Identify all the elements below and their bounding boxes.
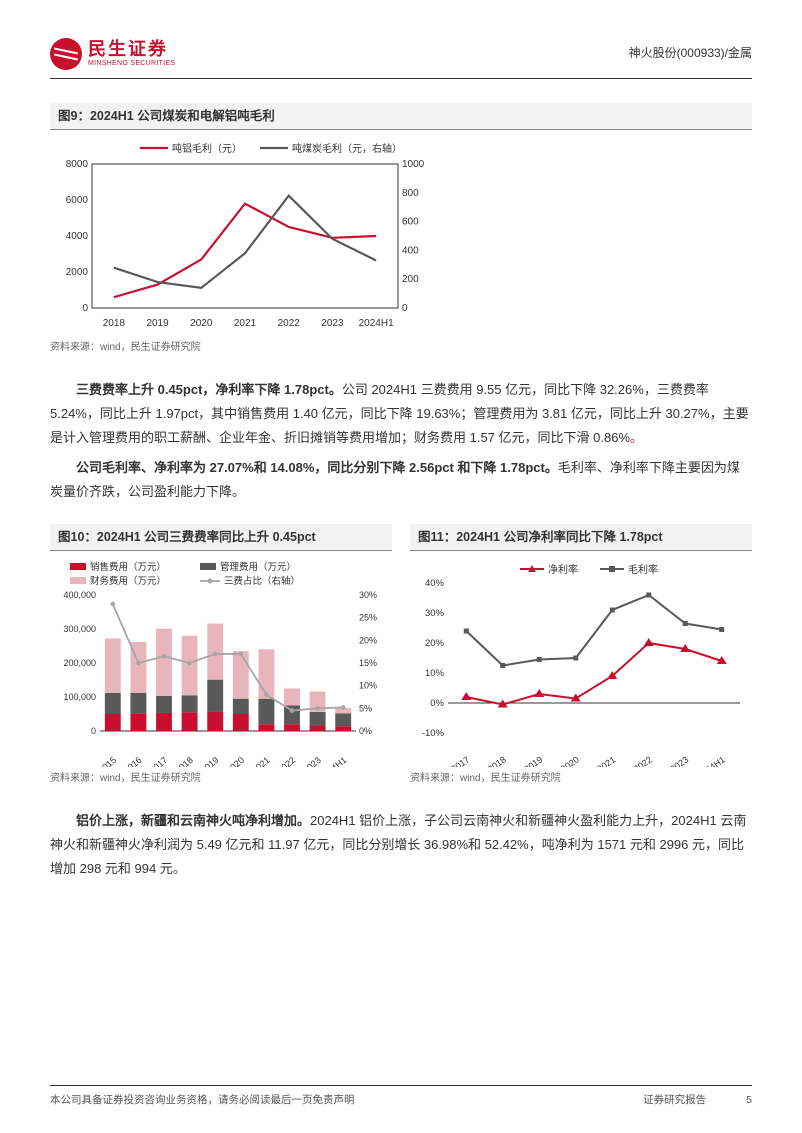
svg-text:15%: 15% xyxy=(359,658,377,668)
svg-text:2022: 2022 xyxy=(632,755,654,768)
svg-text:25%: 25% xyxy=(359,613,377,623)
footer-page-number: 5 xyxy=(746,1092,752,1109)
svg-text:2015: 2015 xyxy=(96,755,118,767)
svg-text:2019: 2019 xyxy=(146,318,169,329)
svg-text:600: 600 xyxy=(402,217,419,228)
svg-text:10%: 10% xyxy=(425,668,445,679)
logo-cn: 民生证券 xyxy=(88,40,175,60)
svg-text:20%: 20% xyxy=(425,638,445,649)
svg-text:2018: 2018 xyxy=(173,755,195,767)
para3-bold: 铝价上涨，新疆和云南神火吨净利增加。 xyxy=(76,813,310,828)
svg-text:管理费用（万元）: 管理费用（万元） xyxy=(220,561,296,573)
svg-text:30%: 30% xyxy=(359,590,377,600)
para2-bold: 公司毛利率、净利率为 27.07%和 14.08%，同比分别下降 2.56pct… xyxy=(76,460,558,475)
svg-text:三费占比（右轴）: 三费占比（右轴） xyxy=(224,575,300,587)
svg-text:吨铝毛利（元）: 吨铝毛利（元） xyxy=(172,142,242,155)
svg-text:2016: 2016 xyxy=(122,755,144,767)
chart9-source: 资料来源：wind，民生证券研究院 xyxy=(50,340,752,356)
page-footer: 本公司具备证券投资咨询业务资格，请务必阅读最后一页免责声明 证券研究报告 5 xyxy=(50,1085,752,1109)
svg-text:2019: 2019 xyxy=(199,755,221,767)
svg-text:300,000: 300,000 xyxy=(63,624,96,634)
paragraph-3: 铝价上涨，新疆和云南神火吨净利增加。2024H1 铝价上涨，子公司云南神火和新疆… xyxy=(50,809,752,881)
page-header: 民生证券 MINSHENG SECURITIES 神火股份(000933)/金属 xyxy=(50,38,752,79)
logo-block: 民生证券 MINSHENG SECURITIES xyxy=(50,38,175,70)
svg-text:2000: 2000 xyxy=(66,267,89,278)
svg-text:财务费用（万元）: 财务费用（万元） xyxy=(90,575,166,587)
svg-text:2018: 2018 xyxy=(103,318,126,329)
svg-text:30%: 30% xyxy=(425,608,445,619)
chart10-title: 图10：2024H1 公司三费费率同比上升 0.45pct xyxy=(50,524,392,551)
svg-text:2022: 2022 xyxy=(276,755,298,767)
svg-text:-10%: -10% xyxy=(422,728,445,739)
svg-text:200,000: 200,000 xyxy=(63,658,96,668)
svg-text:10%: 10% xyxy=(359,681,377,691)
chart10-chart: 销售费用（万元） 管理费用（万元） 财务费用（万元） 三费占比（右轴） 0 100,000… xyxy=(50,551,392,769)
svg-text:吨煤炭毛利（元，右轴）: 吨煤炭毛利（元，右轴） xyxy=(292,142,402,155)
svg-text:100,000: 100,000 xyxy=(63,692,96,702)
svg-text:400: 400 xyxy=(402,245,419,256)
svg-text:400,000: 400,000 xyxy=(63,590,96,600)
accent-period: 。 xyxy=(630,430,643,445)
svg-text:4000: 4000 xyxy=(66,231,89,242)
svg-text:2022: 2022 xyxy=(278,318,301,329)
chart11-section: 图11：2024H1 公司净利率同比下降 1.78pct 净利率 毛利率 -10% 0… xyxy=(410,524,752,787)
chart11-title: 图11：2024H1 公司净利率同比下降 1.78pct xyxy=(410,524,752,551)
stock-code: 神火股份(000933)/金属 xyxy=(629,44,752,63)
chart9-section: 图9：2024H1 公司煤炭和电解铝吨毛利 吨铝毛利（元） 吨煤炭毛利（元，右轴）… xyxy=(50,103,752,356)
svg-text:0: 0 xyxy=(82,303,88,314)
svg-text:2023: 2023 xyxy=(321,318,344,329)
chart10-section: 图10：2024H1 公司三费费率同比上升 0.45pct 销售费用（万元） 管理… xyxy=(50,524,392,787)
svg-text:2021: 2021 xyxy=(234,318,257,329)
svg-text:2024H1: 2024H1 xyxy=(318,755,349,767)
svg-text:6000: 6000 xyxy=(66,195,89,206)
svg-text:20%: 20% xyxy=(359,636,377,646)
svg-text:0%: 0% xyxy=(430,698,444,709)
svg-text:净利率: 净利率 xyxy=(548,563,578,576)
para1-bold: 三费费率上升 0.45pct，净利率下降 1.78pct。 xyxy=(76,382,342,397)
svg-text:2020: 2020 xyxy=(224,755,246,767)
svg-text:2018: 2018 xyxy=(486,755,508,768)
footer-disclaimer: 本公司具备证券投资咨询业务资格，请务必阅读最后一页免责声明 xyxy=(50,1092,355,1109)
svg-text:2017: 2017 xyxy=(148,755,170,767)
logo-icon xyxy=(50,38,82,70)
svg-text:2021: 2021 xyxy=(250,755,272,767)
svg-text:800: 800 xyxy=(402,188,419,199)
svg-text:40%: 40% xyxy=(425,578,445,589)
logo-en: MINSHENG SECURITIES xyxy=(88,60,175,68)
svg-text:销售费用（万元）: 销售费用（万元） xyxy=(90,561,166,573)
chart9-title: 图9：2024H1 公司煤炭和电解铝吨毛利 xyxy=(50,103,752,130)
chart10-source: 资料来源：wind，民生证券研究院 xyxy=(50,771,392,787)
svg-text:2020: 2020 xyxy=(190,318,213,329)
svg-text:2024H1: 2024H1 xyxy=(359,318,394,329)
chart9-chart: 吨铝毛利（元） 吨煤炭毛利（元，右轴） 0 2000 4000 6000 8000 0 200 4… xyxy=(50,130,752,338)
svg-text:2023: 2023 xyxy=(668,755,690,768)
footer-report-type: 证券研究报告 xyxy=(643,1092,706,1109)
svg-text:5%: 5% xyxy=(359,704,372,714)
svg-text:0: 0 xyxy=(91,726,96,736)
svg-text:毛利率: 毛利率 xyxy=(628,563,658,576)
svg-text:0: 0 xyxy=(402,303,408,314)
chart-row: 图10：2024H1 公司三费费率同比上升 0.45pct 销售费用（万元） 管理… xyxy=(50,524,752,787)
chart11-source: 资料来源：wind，民生证券研究院 xyxy=(410,771,752,787)
paragraph-1: 三费费率上升 0.45pct，净利率下降 1.78pct。公司 2024H1 三… xyxy=(50,378,752,450)
chart11-chart: 净利率 毛利率 -10% 0% 10% 20% 30% 40% 2017 2018 2019 2020… xyxy=(410,551,752,769)
svg-text:2019: 2019 xyxy=(522,755,544,768)
svg-text:2023: 2023 xyxy=(301,755,323,767)
svg-text:2020: 2020 xyxy=(559,755,581,768)
paragraph-2: 公司毛利率、净利率为 27.07%和 14.08%，同比分别下降 2.56pct… xyxy=(50,456,752,504)
svg-text:2017: 2017 xyxy=(449,755,471,768)
svg-text:0%: 0% xyxy=(359,726,372,736)
svg-text:200: 200 xyxy=(402,274,419,285)
svg-text:2024H1: 2024H1 xyxy=(695,755,727,768)
svg-text:2021: 2021 xyxy=(595,755,617,768)
svg-text:1000: 1000 xyxy=(402,159,425,170)
svg-text:8000: 8000 xyxy=(66,159,89,170)
